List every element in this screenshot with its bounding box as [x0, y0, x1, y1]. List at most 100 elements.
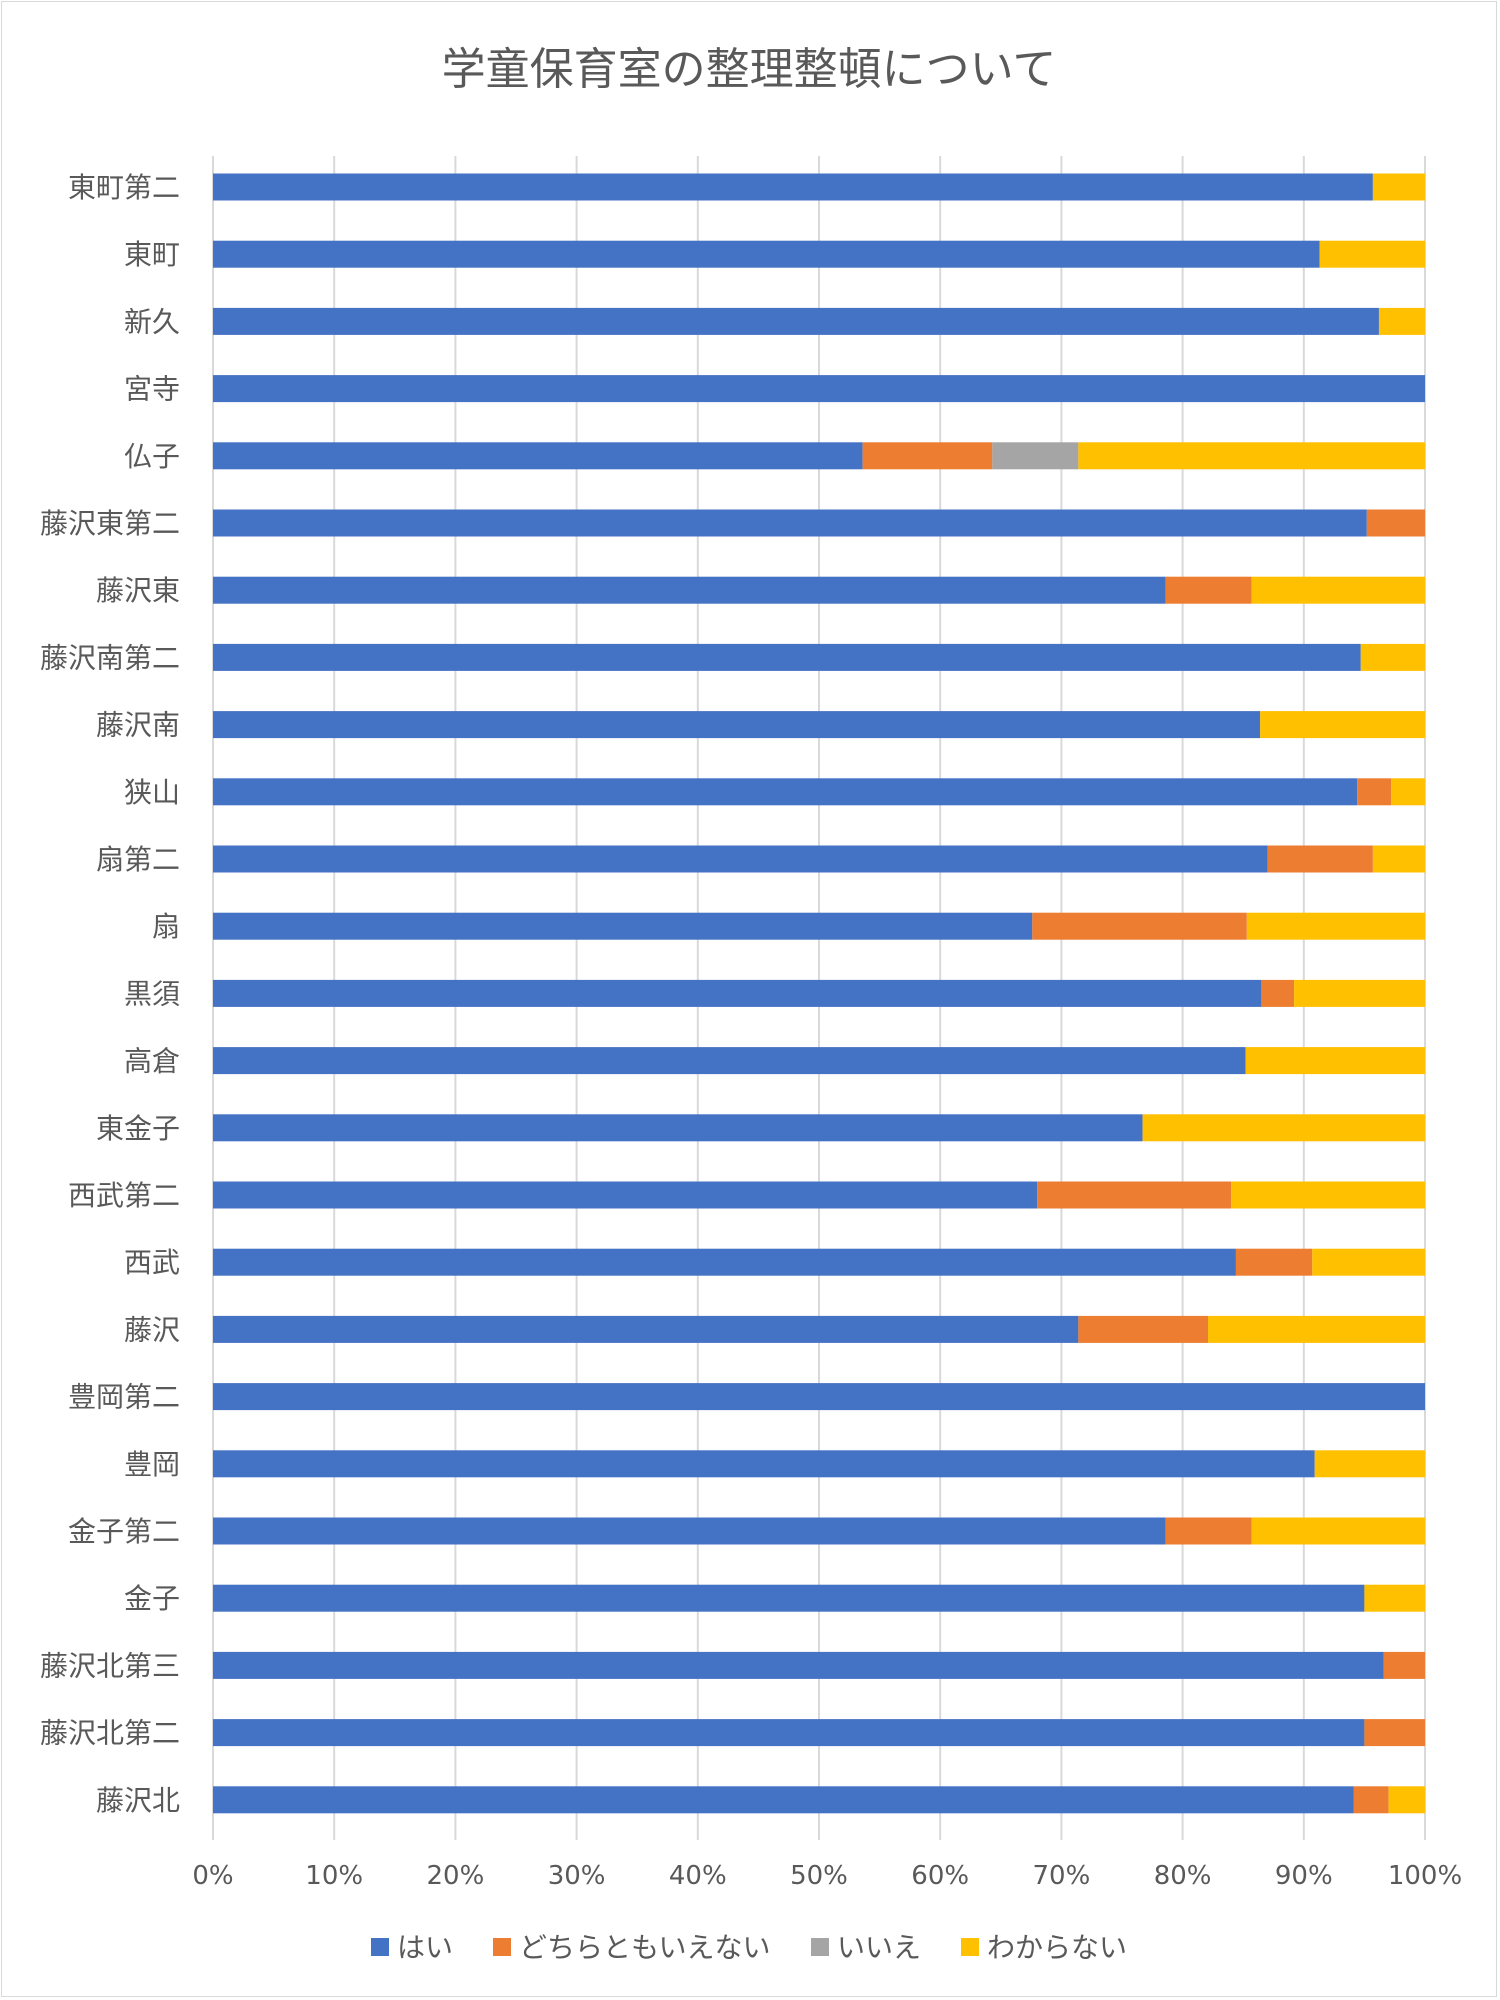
bar-segment: [213, 1181, 1038, 1209]
bar-segment: [1260, 711, 1425, 739]
category-label: 豊岡: [124, 1448, 180, 1481]
bar-segment: [1037, 1181, 1232, 1209]
bar-segment: [1353, 1786, 1389, 1814]
legend: はい どちらともいえない いいえ わからない: [371, 1931, 1127, 1964]
legend-swatch: [811, 1938, 829, 1956]
bar-segment: [213, 1651, 1384, 1679]
bar-segment: [862, 442, 993, 470]
category-label: 豊岡第二: [68, 1381, 180, 1414]
bar-segment: [1312, 1248, 1425, 1276]
bar-segment: [1208, 1315, 1425, 1343]
bar-segment: [213, 778, 1358, 806]
bar-segment: [213, 240, 1320, 268]
bar-segment: [213, 1786, 1354, 1814]
bar-segment: [1251, 1517, 1425, 1545]
bar-segment: [213, 979, 1262, 1007]
bar-segment: [1372, 173, 1425, 201]
category-labels: 東町第二東町新久宮寺仏子藤沢東第二藤沢東藤沢南第二藤沢南狭山扇第二扇黒須高倉東金…: [40, 171, 180, 1817]
x-tick-label: 40%: [669, 1861, 727, 1891]
bar-segment: [213, 576, 1166, 604]
legend-label: どちらともいえない: [519, 1931, 770, 1964]
bar-segment: [992, 442, 1079, 470]
x-tick-label: 0%: [192, 1861, 233, 1891]
bar-segment: [213, 1450, 1315, 1478]
category-label: 東金子: [96, 1112, 180, 1145]
bar-segment: [213, 173, 1373, 201]
category-label: 東町: [124, 238, 180, 271]
legend-label: わからない: [987, 1931, 1127, 1964]
x-axis-tick-labels: 0% 10% 20% 30% 40% 50% 60% 70% 80% 90% 100%: [192, 1861, 1462, 1891]
bar-segment: [1261, 979, 1295, 1007]
bar-segment: [213, 643, 1361, 671]
bar-segment: [213, 442, 863, 470]
bar-segment: [1364, 1719, 1425, 1747]
category-label: 藤沢北第三: [40, 1649, 180, 1682]
bar-segment: [1246, 912, 1425, 940]
bar-segment: [213, 1719, 1365, 1747]
category-label: 藤沢北第二: [40, 1717, 180, 1750]
legend-swatch: [493, 1938, 511, 1956]
bar-segment: [213, 1383, 1425, 1411]
category-label: 藤沢東: [96, 574, 180, 607]
bar-segment: [213, 711, 1261, 739]
legend-swatch: [371, 1938, 389, 1956]
bar-segment: [1319, 240, 1425, 268]
bar-segment: [213, 509, 1367, 537]
x-tick-label: 20%: [427, 1861, 485, 1891]
bar-segment: [213, 1248, 1236, 1276]
category-label: 藤沢南: [96, 709, 180, 742]
category-label: 高倉: [124, 1045, 180, 1078]
bar-segment: [213, 1517, 1166, 1545]
bar-segment: [1267, 845, 1373, 873]
category-label: 東町第二: [68, 171, 180, 204]
bar-segment: [1078, 1315, 1209, 1343]
bar-segment: [1245, 1047, 1425, 1075]
bar-segment: [1372, 845, 1425, 873]
bar-segment: [1378, 307, 1425, 335]
bar-segment: [1078, 442, 1425, 470]
bar-segment: [213, 845, 1268, 873]
bars: [213, 173, 1425, 1814]
chart-title: 学童保育室の整理整頓について: [442, 44, 1057, 95]
bar-segment: [1165, 1517, 1252, 1545]
category-label: 宮寺: [124, 373, 180, 406]
bar-segment: [1294, 979, 1425, 1007]
category-label: 藤沢南第二: [40, 641, 180, 674]
bar-segment: [1360, 643, 1425, 671]
x-tick-label: 100%: [1388, 1861, 1462, 1891]
bar-segment: [213, 307, 1379, 335]
category-label: 扇第二: [96, 843, 180, 876]
bar-segment: [1251, 576, 1425, 604]
category-label: 黒須: [124, 977, 180, 1010]
bar-segment: [213, 912, 1033, 940]
bar-segment: [213, 1114, 1143, 1142]
x-tick-label: 50%: [790, 1861, 848, 1891]
bar-segment: [1142, 1114, 1425, 1142]
category-label: 金子: [124, 1582, 180, 1615]
category-label: 狭山: [124, 776, 180, 809]
x-tick-label: 60%: [911, 1861, 969, 1891]
bar-segment: [1235, 1248, 1313, 1276]
x-tick-label: 70%: [1033, 1861, 1091, 1891]
x-tick-label: 30%: [548, 1861, 606, 1891]
x-tick-label: 10%: [305, 1861, 363, 1891]
bar-segment: [1391, 778, 1425, 806]
legend-label: いいえ: [837, 1931, 921, 1964]
bar-segment: [213, 375, 1425, 403]
category-label: 藤沢東第二: [40, 507, 180, 540]
category-label: 仏子: [124, 440, 180, 473]
bar-segment: [213, 1315, 1079, 1343]
bar-segment: [213, 1047, 1246, 1075]
category-label: 新久: [124, 305, 180, 338]
category-label: 藤沢北: [96, 1784, 180, 1817]
legend-label: はい: [397, 1931, 453, 1964]
bar-segment: [1366, 509, 1425, 537]
bar-segment: [1314, 1450, 1425, 1478]
bar-segment: [1357, 778, 1392, 806]
bar-segment: [1388, 1786, 1425, 1814]
category-label: 藤沢: [124, 1313, 180, 1346]
bar-segment: [1032, 912, 1247, 940]
category-label: 金子第二: [68, 1515, 180, 1548]
x-tick-label: 80%: [1154, 1861, 1212, 1891]
